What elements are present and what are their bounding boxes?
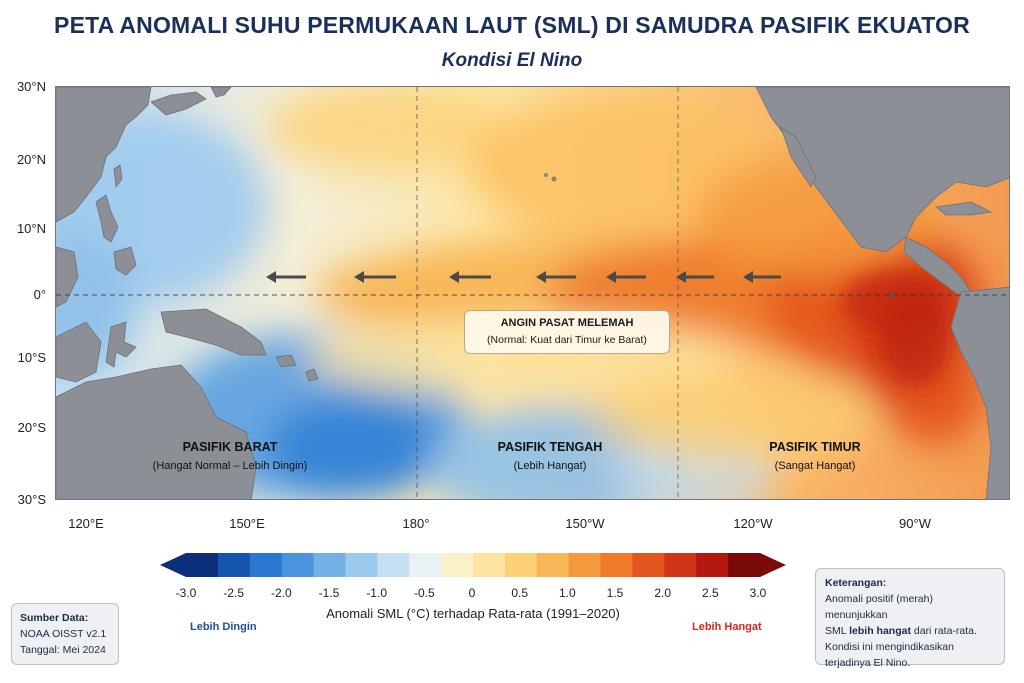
wind-desc: (Normal: Kuat dari Timur ke Barat) bbox=[487, 334, 647, 346]
region-east-desc: (Sangat Hangat) bbox=[774, 460, 856, 472]
colorbar-segment bbox=[696, 553, 729, 577]
lon-label-120w: 120°W bbox=[733, 516, 773, 531]
lat-label-20s: 20°S bbox=[17, 420, 46, 435]
colorbar-segment bbox=[473, 553, 506, 577]
lat-label-10n: 10°N bbox=[16, 221, 46, 236]
legend-note-line2-bold: lebih hangat bbox=[849, 625, 911, 637]
lon-label-120e: 120°E bbox=[68, 516, 104, 531]
land-masses bbox=[56, 87, 1009, 499]
wind-arrow-icon bbox=[266, 271, 306, 283]
lat-label-20n: 20°N bbox=[16, 152, 46, 167]
lat-label-10s: 10°S bbox=[17, 350, 46, 365]
region-label-east: PASIFIK TIMUR (Sangat Hangat) bbox=[735, 440, 895, 472]
wind-arrow-icon bbox=[536, 271, 576, 283]
region-label-central: PASIFIK TENGAH (Lebih Hangat) bbox=[470, 440, 630, 472]
colorbar-tick-label: 2.5 bbox=[701, 586, 719, 600]
legend-note-line2: SML lebih hangat dari rata-rata. bbox=[825, 623, 995, 639]
colorbar-max-arrow bbox=[760, 553, 786, 577]
region-central-name: PASIFIK TENGAH bbox=[497, 440, 603, 454]
lon-label-90w: 90°W bbox=[899, 516, 931, 531]
legend-note-line2-pre: SML bbox=[825, 625, 850, 637]
colorbar-tick-label: -1.5 bbox=[318, 586, 340, 600]
colorbar-warm-label: Lebih Hangat bbox=[692, 621, 762, 633]
colorbar-segment bbox=[313, 553, 346, 577]
wind-arrow-icon bbox=[676, 271, 714, 283]
region-west-name: PASIFIK BARAT bbox=[182, 440, 278, 454]
colorbar-segment bbox=[249, 553, 283, 577]
colorbar-tick-label: 1.0 bbox=[558, 586, 576, 600]
wind-arrow-icon bbox=[743, 271, 781, 283]
colorbar-segment bbox=[568, 553, 602, 577]
lat-label-30n: 30°N bbox=[16, 79, 46, 94]
colorbar-tick-label: -1.0 bbox=[366, 586, 387, 600]
legend-note-heading: Keterangan: bbox=[825, 577, 887, 589]
colorbar-segment bbox=[281, 553, 315, 577]
region-label-west: PASIFIK BARAT (Hangat Normal – Lebih Din… bbox=[135, 440, 325, 472]
colorbar-tick-label: -2.5 bbox=[223, 586, 244, 600]
colorbar-tick-label: -0.5 bbox=[413, 586, 435, 600]
trade-wind-callout: ANGIN PASAT MELEMAH (Normal: Kuat dari T… bbox=[464, 310, 670, 354]
source-heading: Sumber Data: bbox=[20, 612, 89, 624]
map-title: PETA ANOMALI SUHU PERMUKAAN LAUT (SML) D… bbox=[54, 12, 970, 38]
map-subtitle: Kondisi El Nino bbox=[441, 50, 583, 71]
colorbar-tick-label: 0.5 bbox=[511, 586, 528, 600]
colorbar-tick-label: 1.5 bbox=[606, 586, 624, 600]
colorbar-segment bbox=[504, 553, 538, 577]
region-central-desc: (Lebih Hangat) bbox=[513, 460, 587, 472]
wind-arrow-icon bbox=[449, 271, 491, 283]
colorbar-segment bbox=[345, 553, 378, 577]
legend-note-line4: terjadinya El Nino. bbox=[825, 657, 911, 669]
colorbar-min-arrow bbox=[160, 553, 186, 577]
legend-note-line3: Kondisi ini mengindikasikan bbox=[825, 641, 954, 653]
wind-arrow-icon bbox=[354, 271, 396, 283]
legend-note-box: Keterangan: Anomali positif (merah) menu… bbox=[815, 568, 1005, 669]
legend-note-line1: Anomali positif (merah) menunjukkan bbox=[825, 593, 933, 621]
source-date: Tanggal: Mei 2024 bbox=[20, 644, 106, 656]
region-west-desc: (Hangat Normal – Lebih Dingin) bbox=[152, 460, 308, 472]
trade-wind-arrows bbox=[266, 271, 781, 283]
source-box: Sumber Data: NOAA OISST v2.1 Tanggal: Me… bbox=[11, 603, 119, 665]
colorbar-segment bbox=[728, 553, 761, 577]
legend-note-line2-post: dari rata-rata. bbox=[910, 625, 977, 637]
lon-label-180: 180° bbox=[402, 516, 430, 531]
colorbar-tick-label: -2.0 bbox=[270, 586, 292, 600]
lon-label-150e: 150°E bbox=[229, 516, 265, 531]
lat-label-0: 0° bbox=[33, 287, 46, 302]
wind-arrow-icon bbox=[606, 271, 646, 283]
colorbar-segment bbox=[217, 553, 251, 577]
colorbar-segment bbox=[186, 553, 219, 577]
colorbar-title: Anomali SML (°C) terhadap Rata-rata (199… bbox=[326, 606, 620, 621]
region-east-name: PASIFIK TIMUR bbox=[769, 440, 861, 454]
colorbar-segment bbox=[600, 553, 633, 577]
colorbar-segment bbox=[664, 553, 697, 577]
colorbar-segment bbox=[536, 553, 570, 577]
colorbar-tick-label: 3.0 bbox=[749, 586, 767, 600]
sst-anomaly-map bbox=[55, 86, 1010, 500]
colorbar bbox=[160, 553, 786, 577]
lon-label-150w: 150°W bbox=[565, 516, 605, 531]
source-dataset: NOAA OISST v2.1 bbox=[20, 628, 107, 640]
colorbar-segment bbox=[377, 553, 410, 577]
wind-title: ANGIN PASAT MELEMAH bbox=[500, 317, 634, 329]
colorbar-tick-label: -3.0 bbox=[175, 586, 197, 600]
colorbar-tick-label: 0 bbox=[468, 586, 476, 600]
colorbar-segment bbox=[441, 553, 474, 577]
colorbar-tick-label: 2.0 bbox=[654, 586, 671, 600]
colorbar-cold-label: Lebih Dingin bbox=[190, 621, 257, 633]
colorbar-segment bbox=[409, 553, 442, 577]
lat-label-30s: 30°S bbox=[17, 492, 46, 507]
colorbar-segment bbox=[632, 553, 665, 577]
